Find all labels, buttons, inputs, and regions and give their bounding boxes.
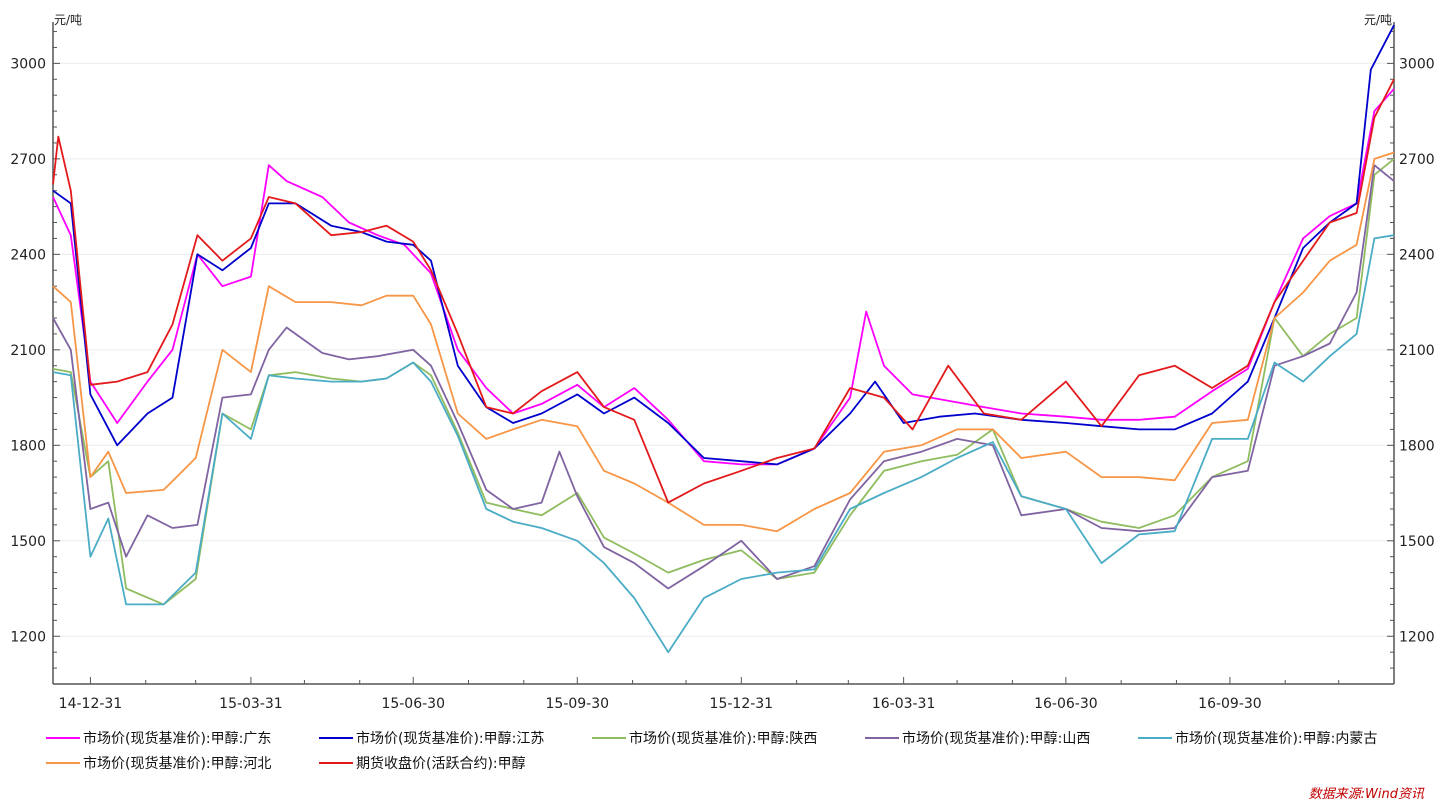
y-tick-label-right: 2100 [1399, 343, 1435, 359]
series-line-2 [52, 24, 1395, 466]
legend-label: 市场价(现货基准价):甲醇:内蒙古 [1175, 731, 1378, 747]
grid [53, 62, 1394, 637]
y-tick-label-right: 2700 [1399, 152, 1435, 168]
legend-label: 市场价(现货基准价):甲醇:河北 [83, 756, 272, 772]
y-tick-label-left: 1200 [10, 629, 46, 645]
legend-swatch [46, 737, 80, 739]
y-tick-label-right: 1500 [1399, 534, 1435, 550]
y-tick-label-left: 2100 [10, 343, 46, 359]
legend-item: 市场价(现货基准价):甲醇:广东 [46, 728, 271, 748]
y-tick-label-right: 1800 [1399, 438, 1435, 454]
y-tick-label-left: 2400 [10, 247, 46, 263]
legend-swatch [1138, 737, 1172, 739]
legend-swatch [319, 737, 353, 739]
legend-label: 市场价(现货基准价):甲醇:江苏 [356, 731, 545, 747]
y-tick-label-right: 1200 [1399, 629, 1435, 645]
legend-swatch [865, 737, 899, 739]
series-line-4 [52, 164, 1395, 590]
legend-label: 市场价(现货基准价):甲醇:山西 [902, 731, 1091, 747]
y-tick-label-right: 3000 [1399, 56, 1435, 72]
axes: 1200 1200 1500 1500 1800 1800 2100 2100 2400 2400… [10, 22, 1435, 712]
x-tick-label: 15-12-31 [710, 696, 774, 712]
x-tick-label: 15-03-31 [219, 696, 283, 712]
legend-item: 市场价(现货基准价):甲醇:内蒙古 [1138, 728, 1377, 748]
legend-label: 市场价(现货基准价):甲醇:广东 [83, 731, 272, 747]
y-tick-label-right: 2400 [1399, 247, 1435, 263]
legend-item: 市场价(现货基准价):甲醇:山西 [865, 728, 1090, 748]
legend-item: 期货收盘价(活跃合约):甲醇 [319, 753, 526, 773]
series-line-3 [52, 158, 1395, 606]
y-tick-label-left: 1800 [10, 438, 46, 454]
series-line-6 [52, 151, 1395, 533]
legend-item: 市场价(现货基准价):甲醇:陕西 [592, 728, 817, 748]
y-tick-label-left: 1500 [10, 534, 46, 550]
x-tick-label: 15-09-30 [546, 696, 610, 712]
legend-swatch [592, 737, 626, 739]
x-tick-label: 15-06-30 [381, 696, 445, 712]
x-tick-label: 16-09-30 [1198, 696, 1262, 712]
legend-label: 市场价(现货基准价):甲醇:陕西 [629, 731, 818, 747]
series-line-7 [52, 78, 1395, 504]
legend-swatch [46, 762, 80, 764]
legend-item: 市场价(现货基准价):甲醇:江苏 [319, 728, 544, 748]
series-line-1 [52, 88, 1395, 466]
x-tick-label: 16-03-31 [872, 696, 936, 712]
legend-item: 市场价(现货基准价):甲醇:河北 [46, 753, 271, 773]
x-tick-label: 16-06-30 [1034, 696, 1098, 712]
y-tick-label-left: 3000 [10, 56, 46, 72]
y-unit-right: 元/吨 [1364, 13, 1392, 27]
y-tick-label-left: 2700 [10, 152, 46, 168]
legend-swatch [319, 762, 353, 764]
legend: 市场价(现货基准价):甲醇:广东 市场价(现货基准价):甲醇:江苏 市场价(现货基准… [46, 728, 1426, 778]
source-note: 数据来源:Wind资讯 [1308, 787, 1424, 802]
series-line-5 [52, 234, 1395, 654]
x-tick-label: 14-12-31 [59, 696, 123, 712]
y-unit-left: 元/吨 [54, 13, 82, 27]
legend-label: 期货收盘价(活跃合约):甲醇 [356, 756, 526, 772]
series-lines [52, 24, 1395, 654]
